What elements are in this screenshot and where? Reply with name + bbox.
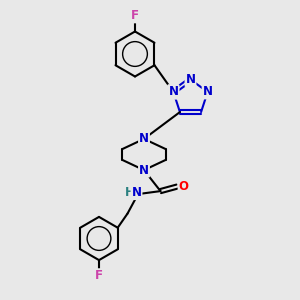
Text: N: N bbox=[202, 85, 213, 98]
Text: F: F bbox=[95, 269, 103, 282]
Text: N: N bbox=[139, 164, 149, 177]
Text: N: N bbox=[139, 132, 149, 146]
Text: N: N bbox=[168, 85, 178, 98]
Text: N: N bbox=[168, 85, 178, 98]
Text: N: N bbox=[131, 186, 142, 199]
Text: H: H bbox=[125, 186, 134, 199]
Text: F: F bbox=[131, 9, 139, 22]
Text: N: N bbox=[185, 73, 196, 86]
Text: O: O bbox=[178, 180, 189, 193]
